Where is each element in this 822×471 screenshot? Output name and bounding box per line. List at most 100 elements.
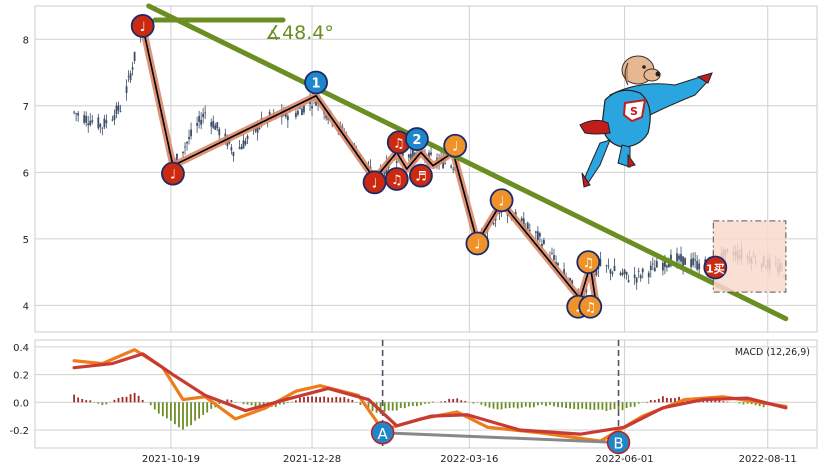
macd-histogram-bar	[674, 398, 676, 403]
signal-marker	[384, 167, 409, 191]
macd-histogram-bar	[666, 397, 668, 403]
macd-histogram-bar	[411, 402, 414, 406]
trendline-path	[146, 3, 789, 322]
macd-histogram-bar	[528, 402, 531, 408]
macd-histogram-bar	[359, 402, 362, 406]
candle-body	[661, 262, 664, 271]
candle-body	[125, 86, 128, 93]
candle-body	[613, 265, 616, 272]
candle-body	[599, 259, 602, 266]
macd-histogram-bar	[186, 402, 188, 427]
macd-histogram-bar	[678, 396, 680, 403]
macd-histogram-bar	[387, 402, 390, 411]
macd-y-tick-label: 0.0	[13, 398, 29, 409]
x-tick-label: 2022-06-01	[596, 454, 654, 465]
macd-histogram-bar	[617, 402, 620, 411]
macd-histogram-bar	[585, 402, 588, 410]
candle-body	[99, 124, 102, 128]
candle-body	[186, 142, 188, 144]
macd-histogram-bar	[250, 402, 253, 406]
macd-histogram-bar	[541, 402, 543, 405]
candle-body	[196, 123, 199, 126]
macd-y-tick-label: 0.2	[13, 371, 29, 382]
candle-body	[113, 114, 116, 120]
macd-histogram-bar	[331, 397, 334, 403]
signal-marker	[409, 163, 433, 188]
candle-body	[97, 117, 100, 129]
macd-histogram-bar	[407, 402, 410, 407]
macd-histogram-bar	[577, 402, 580, 410]
macd-histogram-bar	[625, 402, 628, 409]
macd-histogram-bar	[218, 402, 221, 404]
x-tick-label: 2021-12-28	[283, 454, 341, 465]
candle-body	[563, 269, 565, 277]
macd-histogram-bar	[448, 398, 451, 403]
candle-body	[85, 115, 88, 123]
candle-body	[395, 161, 398, 163]
candle-body	[553, 255, 555, 260]
divergence-marker	[370, 421, 395, 445]
macd-histogram-bar	[391, 402, 394, 411]
macd-y-tick-label: -0.2	[9, 426, 29, 437]
macd-histogram-bar	[653, 400, 656, 403]
macd-histogram-bar	[444, 401, 447, 403]
macd-histogram-bar	[153, 402, 156, 410]
macd-histogram-bar	[77, 397, 80, 403]
macd-histogram-bar	[258, 402, 261, 408]
macd-histogram-bar	[496, 402, 499, 410]
signal-marker	[578, 294, 603, 319]
candle-body	[442, 158, 445, 169]
macd-histogram-bar	[210, 402, 213, 409]
highlight-box-rect	[712, 220, 787, 293]
macd-histogram-bar	[565, 402, 568, 409]
candle-body	[611, 272, 614, 275]
divergence-marker-label: A	[377, 425, 388, 443]
macd-histogram-bar	[347, 398, 350, 403]
macd-histogram-bar	[452, 399, 455, 403]
signal-marker	[576, 250, 601, 275]
candle-body	[409, 153, 412, 161]
macd-histogram-bar	[311, 396, 313, 403]
signal-marker	[304, 70, 328, 95]
price-y-tick-label: 4	[23, 301, 29, 312]
macd-histogram-bar	[194, 402, 196, 421]
candle-body	[202, 113, 205, 118]
candle-body	[609, 269, 612, 274]
candle-body	[105, 120, 108, 124]
candle-body	[401, 151, 404, 157]
macd-histogram-bar	[726, 401, 729, 403]
candle-body	[299, 107, 301, 109]
macd-histogram-bar	[649, 400, 652, 403]
candle-body	[244, 140, 247, 145]
macd-histogram-bar	[561, 402, 563, 408]
macd-histogram-bar	[198, 402, 201, 419]
macd-histogram-bar	[367, 402, 370, 408]
candle-body	[101, 127, 104, 129]
price-y-tick-label: 6	[23, 168, 29, 179]
divergence-marker-label: B	[613, 434, 623, 452]
macd-histogram-bar	[190, 402, 192, 426]
candle-body	[103, 118, 106, 128]
macd-histogram-bar	[569, 402, 572, 409]
macd-histogram-bar	[718, 399, 721, 403]
macd-histogram-bar	[520, 402, 523, 408]
macd-histogram-bar	[319, 397, 322, 403]
macd-histogram-bar	[593, 402, 596, 410]
candle-body	[450, 165, 453, 168]
macd-histogram-bar	[339, 397, 342, 403]
macd-histogram-bar	[165, 402, 168, 419]
macd-histogram-bar	[424, 402, 426, 404]
candle-body	[694, 259, 697, 261]
macd-histogram-bar	[89, 400, 92, 403]
macd-histogram-bar	[500, 402, 503, 410]
candle-body	[182, 151, 184, 154]
candle-body	[325, 115, 328, 119]
macd-histogram-bar	[149, 402, 152, 406]
candle-body	[232, 151, 235, 156]
macd-histogram-bar	[637, 402, 640, 404]
macd-histogram-bar	[754, 402, 757, 406]
trendline: ∡48.4°	[146, 3, 789, 322]
macd-histogram-bar	[613, 402, 616, 409]
signal-marker-label: 1买	[706, 262, 725, 275]
candle-body	[286, 116, 289, 121]
